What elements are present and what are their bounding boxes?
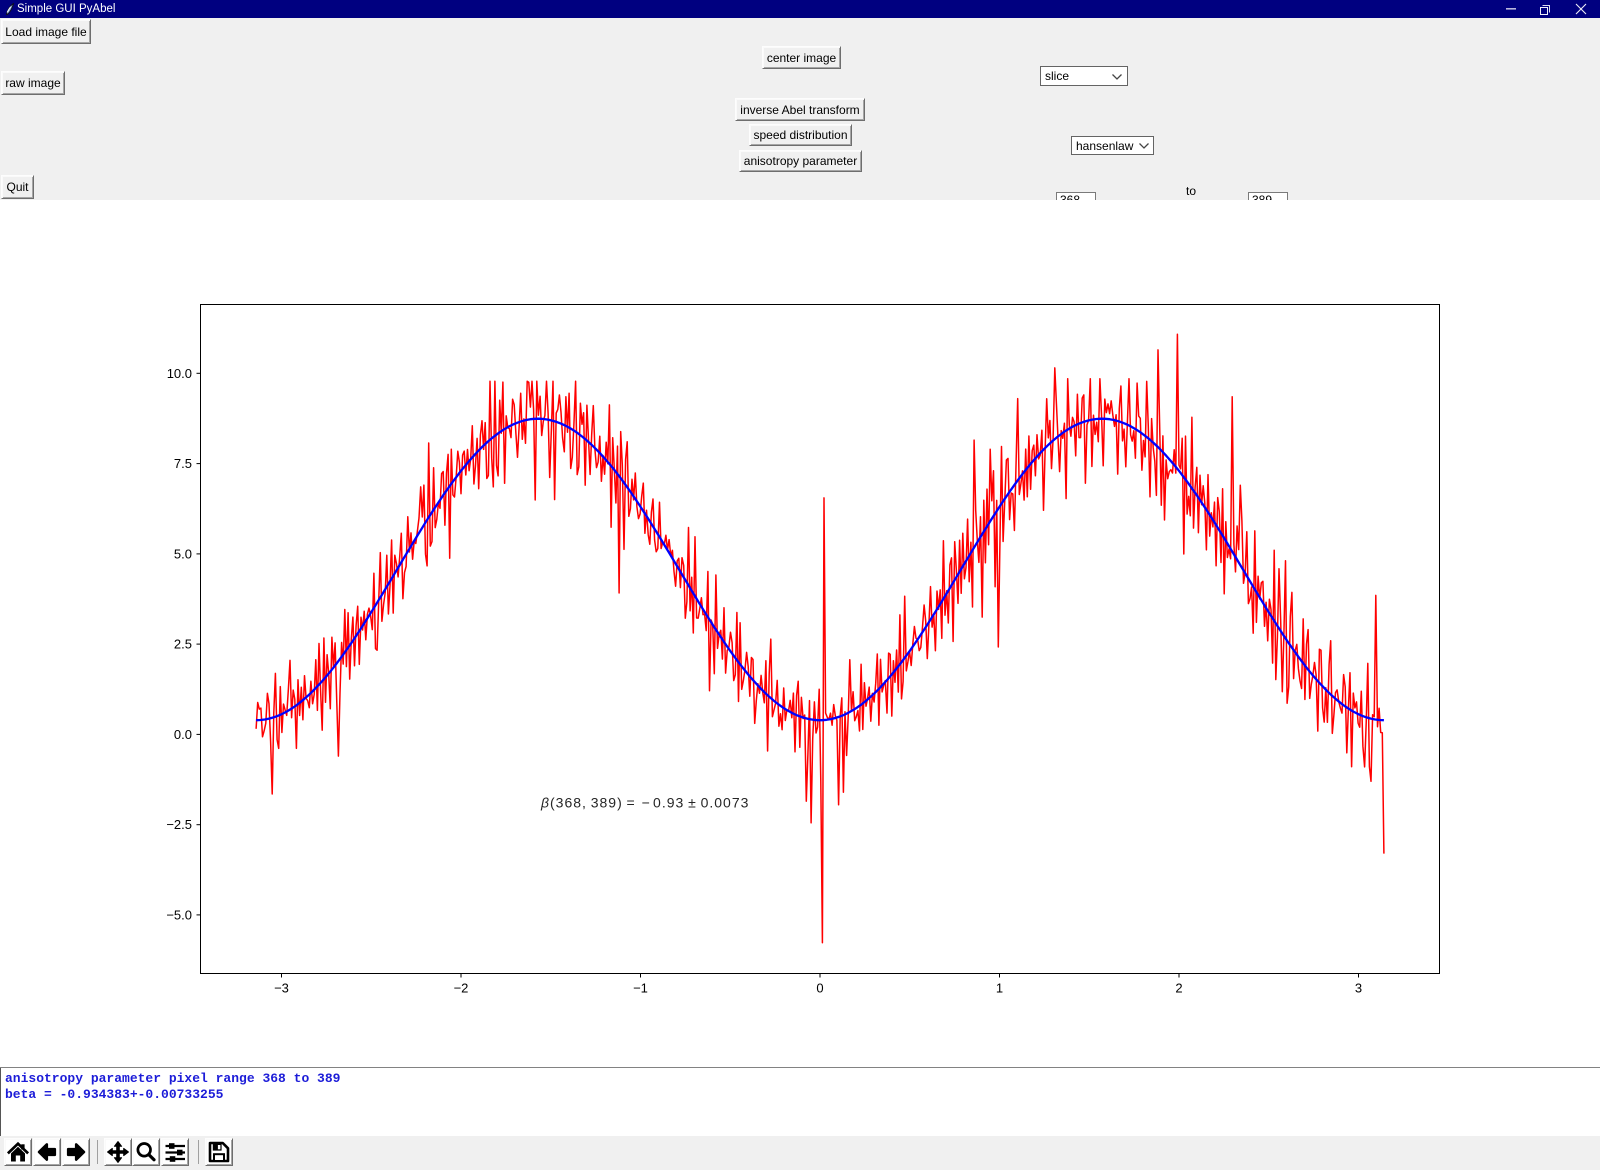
svg-text:5.0: 5.0 bbox=[174, 546, 192, 561]
svg-text:0.0: 0.0 bbox=[174, 727, 192, 742]
svg-text:0: 0 bbox=[816, 981, 823, 996]
svg-text:β(368, 389) = − 0.93 ± 0.0073: β(368, 389) = − 0.93 ± 0.0073 bbox=[540, 795, 749, 811]
svg-text:−2.5: −2.5 bbox=[166, 817, 192, 832]
svg-text:−5.0: −5.0 bbox=[166, 907, 192, 922]
svg-text:10.0: 10.0 bbox=[167, 366, 192, 381]
svg-text:7.5: 7.5 bbox=[174, 456, 192, 471]
svg-text:3: 3 bbox=[1355, 981, 1362, 996]
svg-text:−1: −1 bbox=[633, 981, 648, 996]
svg-text:−2: −2 bbox=[454, 981, 469, 996]
svg-text:2.5: 2.5 bbox=[174, 637, 192, 652]
svg-text:2: 2 bbox=[1175, 981, 1182, 996]
svg-text:1: 1 bbox=[996, 981, 1003, 996]
svg-text:−3: −3 bbox=[274, 981, 289, 996]
